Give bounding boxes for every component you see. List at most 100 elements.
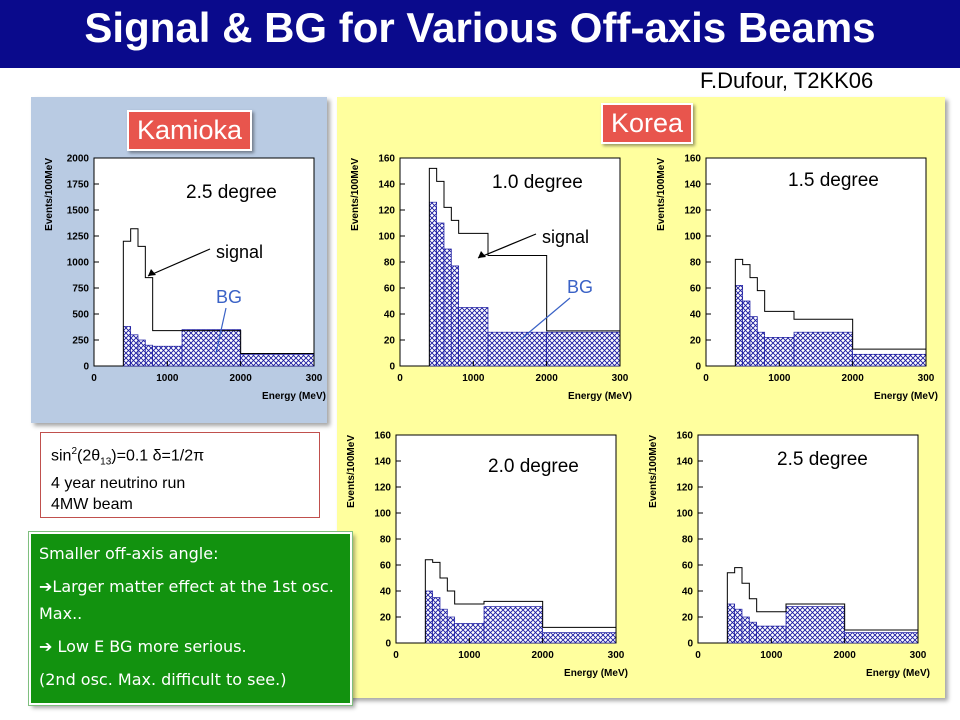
bg-bar	[852, 353, 927, 367]
y-tick-label: 20	[690, 336, 702, 347]
y-tick-label: 60	[690, 284, 702, 295]
bg-bar	[436, 222, 445, 367]
note-line-3: ➔ Low E BG more serious.	[39, 637, 247, 656]
x-axis-label: Energy (MeV)	[568, 391, 632, 402]
x-tick-label: 300	[306, 373, 323, 384]
params-line-3: 4MW beam	[51, 495, 133, 513]
x-tick-label: 0	[703, 373, 709, 384]
parameter-box: sin2(2θ13)=0.1 δ=1/2π 4 year neutrino ru…	[40, 432, 320, 518]
y-tick-label: 1750	[67, 180, 90, 191]
chart-korea-2-5: 0 20 40 60 80 100 120 140 160 0 1000 2000 300 Energy …	[640, 425, 930, 700]
x-axis-label: Energy (MeV)	[866, 668, 930, 679]
bg-bar	[137, 339, 146, 367]
bg-bar	[439, 608, 448, 644]
bg-bar	[742, 300, 751, 367]
y-tick-label: 160	[374, 431, 391, 442]
bg-bar	[726, 603, 736, 644]
y-tick-label: 160	[676, 431, 693, 442]
bg-bar	[443, 248, 452, 367]
histogram-svg: 0 20 40 60 80 100 120 140 160 0 1000 2000 300 Energy …	[656, 154, 938, 403]
arrowhead-icon	[478, 251, 486, 258]
histogram-svg: 0 20 40 60 80 100 120 140 160 0 1000 2000 300 Energy …	[346, 431, 628, 680]
y-tick-label: 1000	[67, 258, 90, 269]
bg-label: BG	[567, 277, 593, 297]
title-bar	[0, 0, 960, 68]
histogram-svg: 0 250 500 750 1000 1250 1500 1750 2000 0 1000 2000 3…	[44, 154, 326, 403]
bg-bar	[240, 354, 315, 367]
y-tick-label: 20	[380, 613, 392, 624]
y-axis-label: Events/100MeV	[648, 435, 659, 508]
angle-annotation: 1.0 degree	[492, 172, 583, 193]
bg-bar	[483, 606, 544, 644]
signal-pointer	[477, 233, 537, 259]
params-line-1: sin2(2θ13)=0.1 δ=1/2π	[51, 446, 205, 468]
y-tick-label: 20	[384, 336, 396, 347]
angle-annotation: 2.5 degree	[186, 182, 277, 203]
bg-bar	[756, 331, 766, 367]
notes-box: Smaller off-axis angle: ➔Larger matter e…	[28, 531, 353, 706]
y-tick-label: 0	[385, 639, 391, 650]
x-tick-label: 2000	[834, 650, 857, 661]
bg-bar	[446, 616, 456, 644]
bg-bar	[428, 201, 438, 367]
y-tick-label: 60	[682, 561, 694, 572]
y-tick-label: 0	[687, 639, 693, 650]
y-tick-label: 140	[684, 180, 701, 191]
x-tick-label: 300	[612, 373, 629, 384]
y-tick-label: 40	[690, 310, 702, 321]
x-tick-label: 2000	[842, 373, 865, 384]
bg-bar	[424, 590, 434, 644]
signal-label: signal	[216, 242, 263, 262]
bg-bar	[487, 331, 548, 367]
y-tick-label: 120	[378, 206, 395, 217]
note-line-2: ➔Larger matter effect at the 1st osc. Ma…	[39, 577, 334, 623]
korea-label: Korea	[601, 103, 694, 144]
y-tick-label: 40	[380, 587, 392, 598]
params-line-2: 4 year neutrino run	[51, 474, 186, 492]
bg-bar	[458, 307, 489, 367]
y-tick-label: 750	[72, 284, 89, 295]
signal-pointer	[147, 248, 211, 277]
y-tick-label: 80	[380, 535, 392, 546]
x-tick-label: 2000	[532, 650, 555, 661]
y-tick-label: 120	[684, 206, 701, 217]
bg-bar	[741, 616, 750, 644]
x-tick-label: 2000	[230, 373, 253, 384]
x-tick-label: 1000	[768, 373, 791, 384]
signal-line	[428, 167, 621, 366]
x-tick-label: 0	[695, 650, 701, 661]
arrowhead-icon	[148, 269, 156, 276]
bg-bar	[793, 331, 854, 367]
y-axis-label: Events/100MeV	[350, 158, 361, 231]
y-tick-label: 80	[690, 258, 702, 269]
x-tick-label: 1000	[458, 650, 481, 661]
y-tick-label: 40	[384, 310, 396, 321]
x-tick-label: 2000	[536, 373, 559, 384]
y-tick-label: 120	[676, 483, 693, 494]
bg-bar	[144, 344, 154, 367]
bg-bar	[749, 316, 758, 367]
y-tick-label: 100	[676, 509, 693, 520]
y-tick-label: 80	[384, 258, 396, 269]
x-tick-label: 0	[91, 373, 97, 384]
slide-title: Signal & BG for Various Off-axis Beams	[84, 4, 876, 51]
y-tick-label: 1500	[67, 206, 90, 217]
y-tick-label: 160	[684, 154, 701, 165]
x-tick-label: 1000	[760, 650, 783, 661]
arrow-icon: ➔	[39, 637, 53, 656]
x-tick-label: 1000	[156, 373, 179, 384]
arrow-icon: ➔	[39, 577, 53, 596]
y-tick-label: 100	[378, 232, 395, 243]
y-tick-label: 100	[684, 232, 701, 243]
y-tick-label: 0	[695, 362, 701, 373]
bg-pointer	[519, 297, 571, 341]
y-tick-label: 160	[378, 154, 395, 165]
x-axis-label: Energy (MeV)	[262, 391, 326, 402]
y-axis-label: Events/100MeV	[346, 435, 357, 508]
credit: F.Dufour, T2KK06	[700, 68, 874, 93]
chart-korea-2-0: 0 20 40 60 80 100 120 140 160 0 1000 2000 300 Energy …	[338, 425, 628, 700]
y-axis-label: Events/100MeV	[656, 158, 667, 231]
histogram-svg: 0 20 40 60 80 100 120 140 160 0 1000 2000 300 Energy …	[350, 154, 632, 403]
x-tick-label: 300	[608, 650, 625, 661]
signal-line	[734, 258, 927, 366]
